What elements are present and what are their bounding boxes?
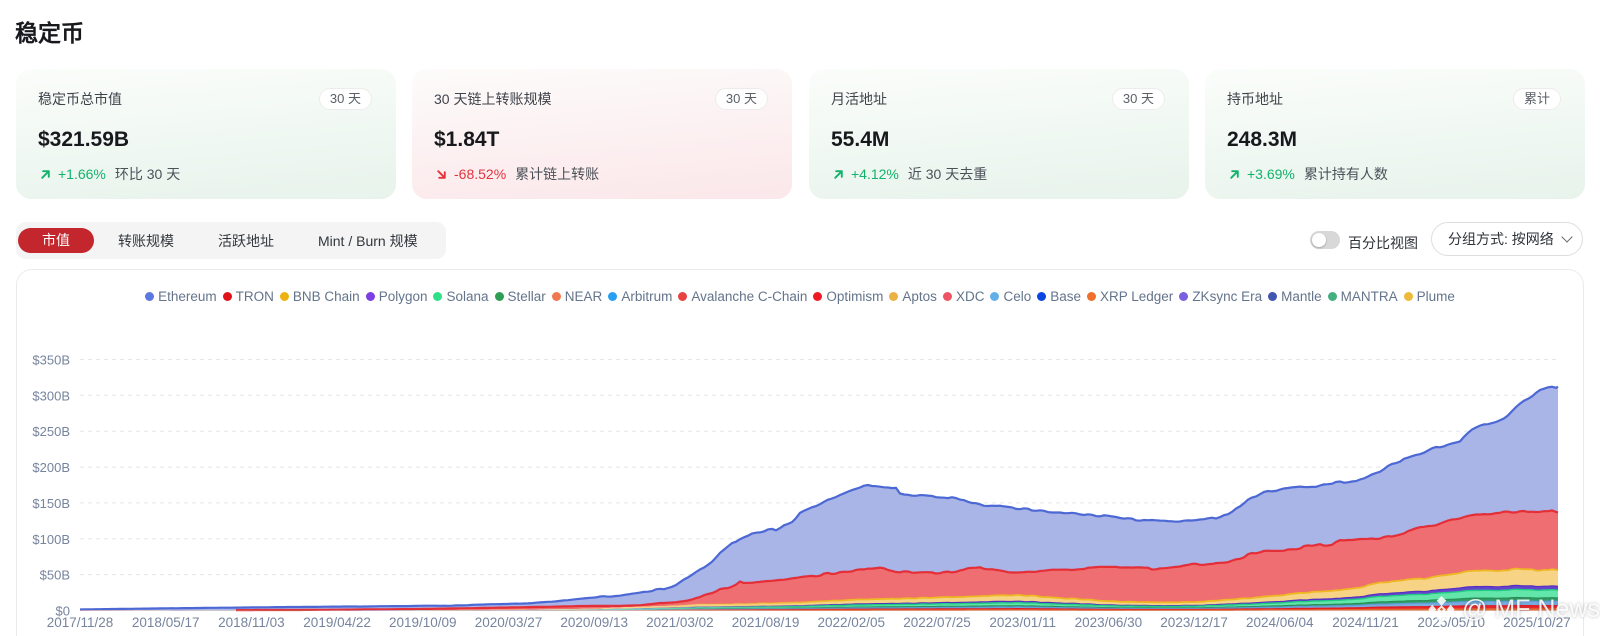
svg-text:$350B: $350B [32, 353, 70, 368]
svg-text:$200B: $200B [32, 460, 70, 475]
svg-text:2025/10/27: 2025/10/27 [1503, 615, 1571, 630]
svg-text:2019/04/22: 2019/04/22 [303, 615, 371, 630]
svg-text:$50B: $50B [40, 568, 70, 583]
svg-text:2018/11/03: 2018/11/03 [218, 615, 285, 630]
svg-text:2022/02/05: 2022/02/05 [818, 615, 886, 630]
svg-text:2023/06/30: 2023/06/30 [1075, 615, 1143, 630]
svg-text:2020/09/13: 2020/09/13 [560, 615, 628, 630]
svg-text:$250B: $250B [32, 424, 70, 439]
svg-text:2021/08/19: 2021/08/19 [732, 615, 800, 630]
svg-text:$100B: $100B [32, 532, 70, 547]
svg-text:2023/01/11: 2023/01/11 [989, 615, 1056, 630]
svg-text:$0: $0 [56, 604, 70, 619]
svg-text:2019/10/09: 2019/10/09 [389, 615, 457, 630]
svg-text:2018/05/17: 2018/05/17 [132, 615, 200, 630]
svg-text:2025/05/10: 2025/05/10 [1417, 615, 1485, 630]
svg-text:2017/11/28: 2017/11/28 [47, 615, 114, 630]
svg-text:2020/03/27: 2020/03/27 [475, 615, 543, 630]
svg-text:$150B: $150B [32, 496, 70, 511]
svg-text:2024/06/04: 2024/06/04 [1246, 615, 1314, 630]
svg-text:2023/12/17: 2023/12/17 [1160, 615, 1228, 630]
svg-text:2022/07/25: 2022/07/25 [903, 615, 971, 630]
svg-text:2024/11/21: 2024/11/21 [1332, 615, 1399, 630]
svg-text:2021/03/02: 2021/03/02 [646, 615, 714, 630]
svg-text:$300B: $300B [32, 388, 70, 403]
